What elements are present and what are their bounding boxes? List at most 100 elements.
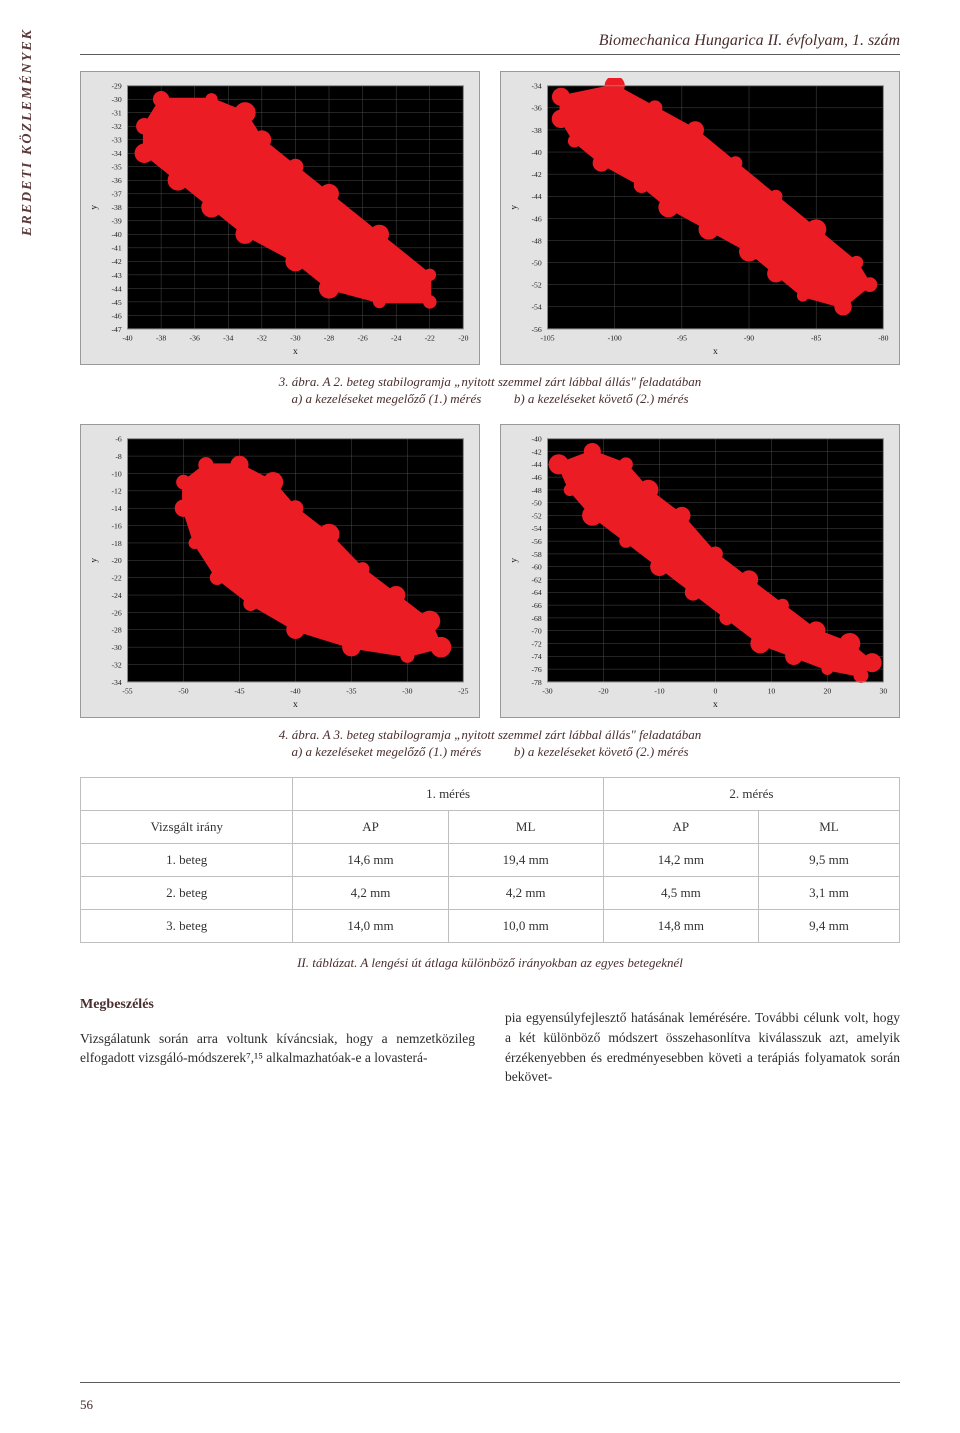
svg-text:-58: -58 <box>531 550 541 559</box>
svg-text:-29: -29 <box>111 82 121 91</box>
svg-text:-55: -55 <box>122 686 132 695</box>
svg-text:-50: -50 <box>531 258 541 267</box>
figure-4-caption-b: b) a kezeléseket követő (2.) mérés <box>514 744 689 759</box>
figure-4b-frame: -30-20-100102030-78-76-74-72-70-68-66-64… <box>500 424 900 718</box>
section-heading: Megbeszélés <box>80 995 475 1015</box>
svg-text:-37: -37 <box>111 190 121 199</box>
svg-text:-30: -30 <box>290 333 300 342</box>
table-row: 1. beteg14,6 mm19,4 mm14,2 mm9,5 mm <box>81 843 900 876</box>
svg-text:x: x <box>293 346 298 357</box>
svg-text:-33: -33 <box>111 136 121 145</box>
svg-text:-56: -56 <box>531 325 541 334</box>
figure-3-row: -40-38-36-34-32-30-28-26-24-22-20-47-46-… <box>80 71 900 365</box>
svg-text:-50: -50 <box>531 499 541 508</box>
table-row: Vizsgált irány AP ML AP ML <box>81 810 900 843</box>
svg-text:-34: -34 <box>223 333 233 342</box>
svg-text:-42: -42 <box>111 257 121 266</box>
svg-text:-95: -95 <box>677 333 687 342</box>
figure-4-caption-main: 4. ábra. A 3. beteg stabilogramja „nyito… <box>279 727 701 742</box>
svg-text:-74: -74 <box>531 652 541 661</box>
svg-text:-54: -54 <box>531 303 541 312</box>
table-cell: 1. beteg <box>81 843 293 876</box>
svg-text:-24: -24 <box>391 333 401 342</box>
svg-text:-30: -30 <box>111 643 121 652</box>
svg-text:-80: -80 <box>878 333 888 342</box>
svg-text:-38: -38 <box>531 126 541 135</box>
svg-text:-105: -105 <box>540 333 554 342</box>
svg-text:-100: -100 <box>608 333 622 342</box>
svg-text:-48: -48 <box>531 236 541 245</box>
svg-text:-42: -42 <box>531 447 541 456</box>
table-cell: 9,4 mm <box>758 909 899 942</box>
figure-4a-chart: -55-50-45-40-35-30-25-34-32-30-28-26-24-… <box>87 431 473 711</box>
svg-text:-24: -24 <box>111 591 121 600</box>
svg-text:-62: -62 <box>531 575 541 584</box>
svg-text:-35: -35 <box>346 686 356 695</box>
svg-text:-20: -20 <box>458 333 468 342</box>
table-row: 1. mérés 2. mérés <box>81 777 900 810</box>
svg-text:-72: -72 <box>531 639 541 648</box>
svg-text:-26: -26 <box>111 608 121 617</box>
svg-text:-34: -34 <box>111 678 121 687</box>
body-paragraph: pia egyensúlyfejlesztő hatásának lemérés… <box>505 1008 900 1086</box>
svg-text:-66: -66 <box>531 601 541 610</box>
body-columns: Megbeszélés Vizsgálatunk során arra volt… <box>80 995 900 1100</box>
figure-3b-chart: -105-100-95-90-85-80-56-54-52-50-48-46-4… <box>507 78 893 358</box>
svg-text:-22: -22 <box>425 333 435 342</box>
svg-text:-40: -40 <box>531 435 541 444</box>
svg-text:-40: -40 <box>531 148 541 157</box>
svg-text:-28: -28 <box>111 626 121 635</box>
svg-text:-46: -46 <box>531 473 541 482</box>
svg-text:-50: -50 <box>178 686 188 695</box>
svg-text:x: x <box>713 346 718 357</box>
svg-text:0: 0 <box>714 686 718 695</box>
table-cell: 3,1 mm <box>758 876 899 909</box>
svg-text:-41: -41 <box>111 244 121 253</box>
figure-3-caption-b: b) a kezeléseket követő (2.) mérés <box>514 391 689 406</box>
table-cell: 14,6 mm <box>293 843 448 876</box>
svg-text:-31: -31 <box>111 109 121 118</box>
svg-text:-85: -85 <box>811 333 821 342</box>
svg-text:x: x <box>293 699 298 710</box>
figure-3b-frame: -105-100-95-90-85-80-56-54-52-50-48-46-4… <box>500 71 900 365</box>
svg-text:x: x <box>713 699 718 710</box>
table-cell: 2. beteg <box>81 876 293 909</box>
table-cell: 4,2 mm <box>448 876 603 909</box>
svg-text:-39: -39 <box>111 217 121 226</box>
svg-text:-34: -34 <box>531 82 541 91</box>
svg-text:-32: -32 <box>111 660 121 669</box>
svg-text:-22: -22 <box>111 574 121 583</box>
svg-text:-44: -44 <box>111 284 121 293</box>
figure-3-caption-main: 3. ábra. A 2. beteg stabilogramja „nyito… <box>279 374 701 389</box>
figure-3a-frame: -40-38-36-34-32-30-28-26-24-22-20-47-46-… <box>80 71 480 365</box>
figure-4-row: -55-50-45-40-35-30-25-34-32-30-28-26-24-… <box>80 424 900 718</box>
svg-text:-76: -76 <box>531 665 541 674</box>
svg-text:-12: -12 <box>111 487 121 496</box>
svg-text:-56: -56 <box>531 537 541 546</box>
figure-4a-frame: -55-50-45-40-35-30-25-34-32-30-28-26-24-… <box>80 424 480 718</box>
svg-text:-64: -64 <box>531 588 541 597</box>
svg-text:-34: -34 <box>111 149 121 158</box>
table-ii: 1. mérés 2. mérés Vizsgált irány AP ML A… <box>80 777 900 943</box>
section-label: EREDETI KÖZLEMÉNYEK <box>20 28 36 236</box>
svg-text:-36: -36 <box>111 176 121 185</box>
svg-text:-40: -40 <box>111 230 121 239</box>
svg-text:-46: -46 <box>111 311 121 320</box>
table-row: 3. beteg14,0 mm10,0 mm14,8 mm9,4 mm <box>81 909 900 942</box>
table-cell: 14,2 mm <box>603 843 758 876</box>
figure-3-caption: 3. ábra. A 2. beteg stabilogramja „nyito… <box>80 373 900 408</box>
svg-text:-44: -44 <box>531 460 541 469</box>
figure-4-caption: 4. ábra. A 3. beteg stabilogramja „nyito… <box>80 726 900 761</box>
body-col-left: Megbeszélés Vizsgálatunk során arra volt… <box>80 995 475 1100</box>
table-header-ap: AP <box>293 810 448 843</box>
svg-text:-36: -36 <box>190 333 200 342</box>
svg-text:-90: -90 <box>744 333 754 342</box>
svg-text:-38: -38 <box>156 333 166 342</box>
svg-text:-32: -32 <box>111 122 121 131</box>
table-cell: 10,0 mm <box>448 909 603 942</box>
table-cell: 14,8 mm <box>603 909 758 942</box>
table-cell: 4,2 mm <box>293 876 448 909</box>
svg-text:-26: -26 <box>357 333 367 342</box>
footer-rule <box>80 1382 900 1383</box>
svg-text:-40: -40 <box>122 333 132 342</box>
